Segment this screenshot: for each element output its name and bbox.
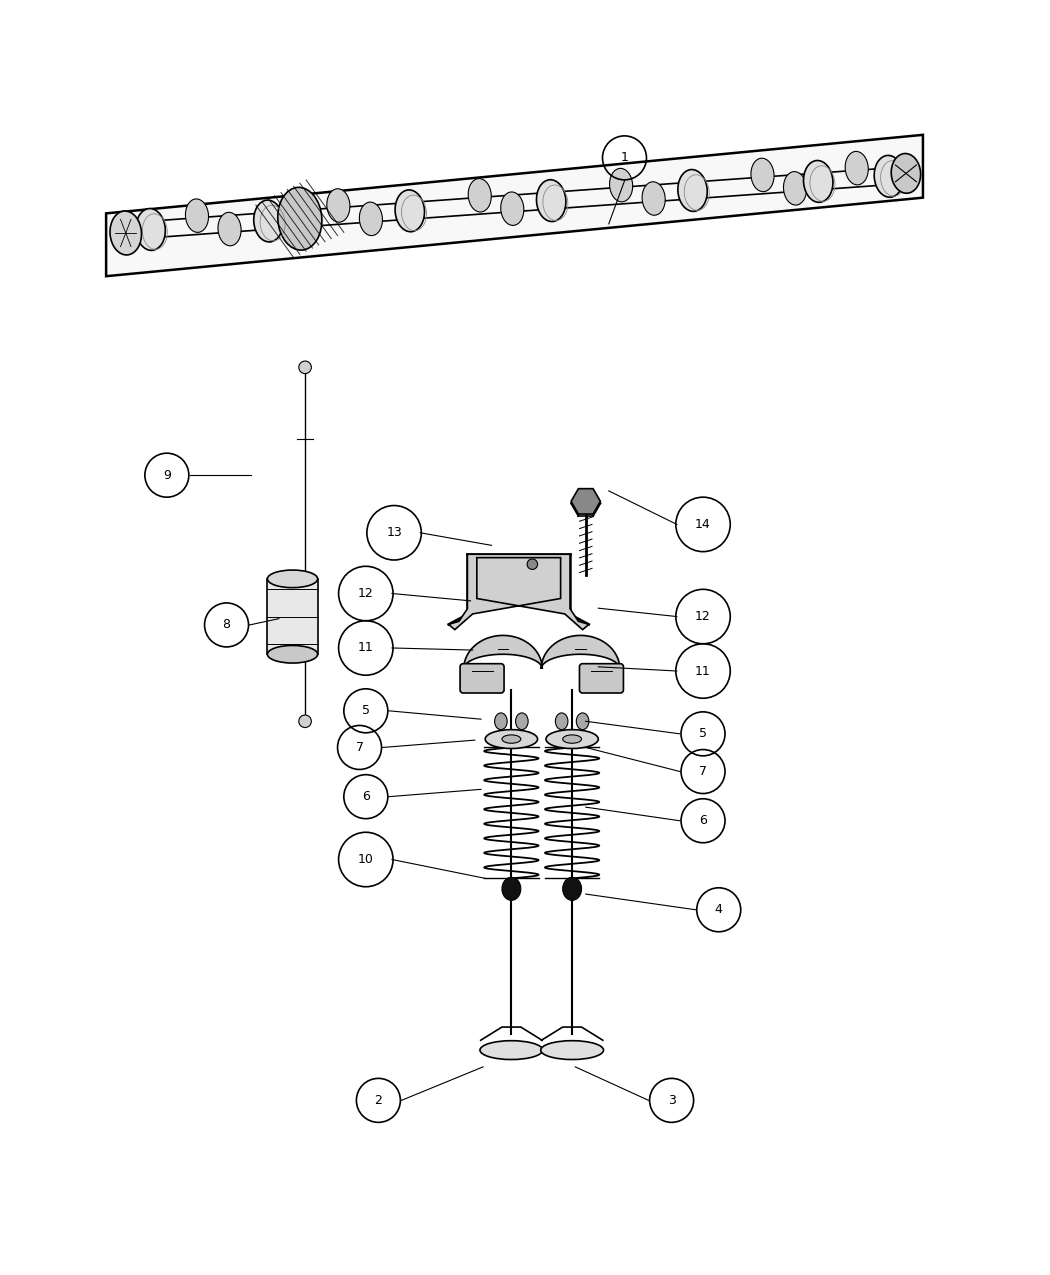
Ellipse shape — [563, 734, 582, 743]
Ellipse shape — [891, 153, 921, 194]
Text: 2: 2 — [375, 1094, 382, 1107]
Text: 7: 7 — [356, 741, 363, 754]
Text: 7: 7 — [699, 765, 707, 778]
Ellipse shape — [501, 193, 524, 226]
Text: 6: 6 — [699, 815, 707, 827]
Text: 5: 5 — [699, 727, 707, 741]
Ellipse shape — [516, 713, 528, 729]
Ellipse shape — [110, 212, 142, 255]
Ellipse shape — [502, 877, 521, 900]
Text: 9: 9 — [163, 469, 171, 482]
Text: 14: 14 — [695, 518, 711, 530]
Ellipse shape — [495, 713, 507, 729]
Text: 11: 11 — [358, 641, 374, 654]
Text: 1: 1 — [621, 152, 628, 164]
Ellipse shape — [268, 570, 318, 588]
Text: 3: 3 — [668, 1094, 675, 1107]
Text: 5: 5 — [362, 704, 370, 718]
Ellipse shape — [268, 645, 318, 663]
Ellipse shape — [468, 179, 491, 212]
Ellipse shape — [555, 713, 568, 729]
Polygon shape — [541, 635, 620, 669]
Ellipse shape — [502, 734, 521, 743]
Polygon shape — [464, 635, 542, 669]
Circle shape — [527, 558, 538, 570]
Circle shape — [299, 715, 312, 728]
Ellipse shape — [135, 209, 165, 250]
FancyBboxPatch shape — [268, 579, 318, 654]
Ellipse shape — [537, 180, 566, 222]
Ellipse shape — [563, 877, 582, 900]
Text: 11: 11 — [695, 664, 711, 677]
Text: 12: 12 — [358, 586, 374, 601]
Ellipse shape — [480, 1040, 543, 1060]
Polygon shape — [106, 135, 923, 277]
FancyBboxPatch shape — [460, 664, 504, 694]
Ellipse shape — [610, 168, 633, 201]
Ellipse shape — [541, 1040, 604, 1060]
Ellipse shape — [485, 729, 538, 748]
Ellipse shape — [576, 713, 589, 729]
Ellipse shape — [678, 170, 708, 212]
Ellipse shape — [783, 172, 806, 205]
FancyBboxPatch shape — [580, 664, 624, 694]
Ellipse shape — [327, 189, 350, 222]
Ellipse shape — [218, 213, 242, 246]
Text: 12: 12 — [695, 609, 711, 623]
Text: 4: 4 — [715, 903, 722, 917]
Polygon shape — [448, 555, 589, 630]
Ellipse shape — [803, 161, 833, 203]
Ellipse shape — [278, 187, 322, 250]
Text: 8: 8 — [223, 618, 231, 631]
Ellipse shape — [845, 152, 868, 185]
Text: 13: 13 — [386, 527, 402, 539]
Text: 6: 6 — [362, 790, 370, 803]
Ellipse shape — [186, 199, 209, 232]
Ellipse shape — [643, 182, 666, 215]
Ellipse shape — [875, 156, 904, 198]
Ellipse shape — [751, 158, 774, 191]
Circle shape — [299, 361, 312, 374]
Ellipse shape — [254, 200, 284, 242]
Ellipse shape — [395, 190, 424, 232]
Text: 10: 10 — [358, 853, 374, 866]
Ellipse shape — [359, 203, 382, 236]
Ellipse shape — [546, 729, 598, 748]
